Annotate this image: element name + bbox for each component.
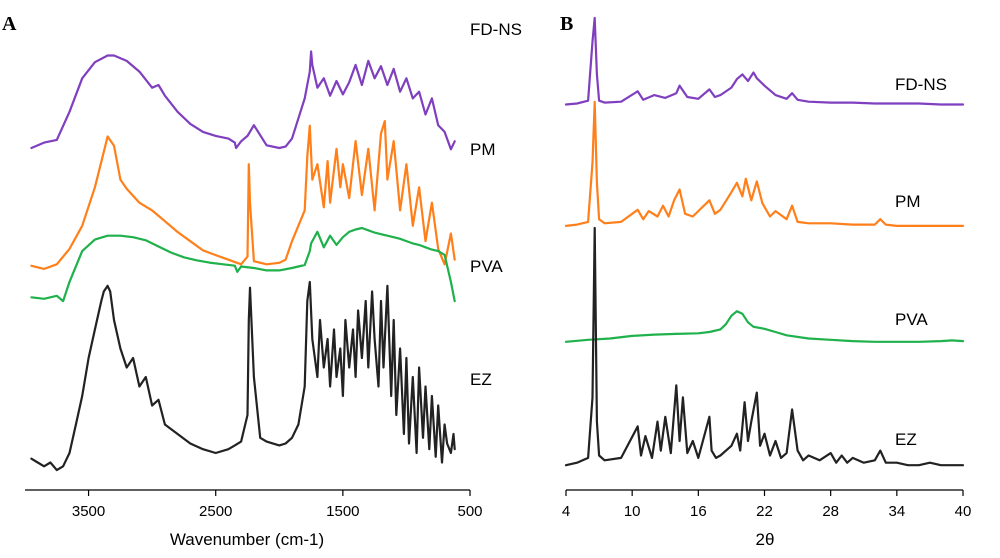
panel-b-series-ez xyxy=(564,226,965,467)
panel-b-series-pm xyxy=(564,100,965,227)
panel-b-series-labels: FD-NS PM PVA EZ xyxy=(895,75,947,449)
panel-b-series-pva xyxy=(564,310,965,343)
panel-a-letter: A xyxy=(2,13,17,35)
panel-a-tick-label-3500: 3500 xyxy=(72,503,105,520)
panel-a-x-axis-title: Wavenumber (cm-1) xyxy=(170,530,324,549)
panel-b-label-pm: PM xyxy=(895,192,921,211)
panel-a-series-pm xyxy=(30,119,456,270)
panel-a-ticks: 3500 2500 1500 500 xyxy=(72,490,483,520)
panel-b: B 4 10 16 22 28 34 40 2θ FD-NS PM PVA EZ xyxy=(560,13,971,549)
panel-a-series-fd-ns xyxy=(30,50,456,151)
panel-a-label-fd-ns: FD-NS xyxy=(470,20,522,39)
panel-a-tick-label-2500: 2500 xyxy=(199,503,232,520)
panel-a: A 3500 2500 1500 500 Wavenumber (cm-1) FD-N… xyxy=(2,13,522,549)
panel-b-tick-label-40: 40 xyxy=(955,503,972,520)
panel-a-label-pm: PM xyxy=(470,140,496,159)
panel-b-label-ez: EZ xyxy=(895,430,917,449)
panel-b-x-axis-title: 2θ xyxy=(756,530,775,549)
panel-a-traces xyxy=(30,50,456,472)
panel-b-letter: B xyxy=(560,13,573,35)
panel-b-tick-label-10: 10 xyxy=(624,503,641,520)
panel-b-label-fd-ns: FD-NS xyxy=(895,75,947,94)
panel-b-tick-label-34: 34 xyxy=(888,503,905,520)
panel-b-tick-label-28: 28 xyxy=(822,503,839,520)
panel-b-label-pva: PVA xyxy=(895,310,928,329)
panel-b-series-fd-ns xyxy=(564,16,965,106)
panel-a-series-pva xyxy=(30,226,456,303)
panel-b-traces xyxy=(564,16,965,467)
panel-a-tick-label-500: 500 xyxy=(457,503,482,520)
panel-a-label-ez: EZ xyxy=(470,370,492,389)
panel-a-label-pva: PVA xyxy=(470,257,503,276)
panel-b-ticks: 4 10 16 22 28 34 40 xyxy=(562,490,972,520)
panel-b-tick-label-16: 16 xyxy=(690,503,707,520)
panel-a-tick-label-1500: 1500 xyxy=(326,503,359,520)
panel-b-tick-label-4: 4 xyxy=(562,503,570,520)
panel-b-tick-label-22: 22 xyxy=(756,503,773,520)
panel-a-series-ez xyxy=(30,280,456,472)
panel-a-series-labels: FD-NS PM PVA EZ xyxy=(470,20,522,389)
